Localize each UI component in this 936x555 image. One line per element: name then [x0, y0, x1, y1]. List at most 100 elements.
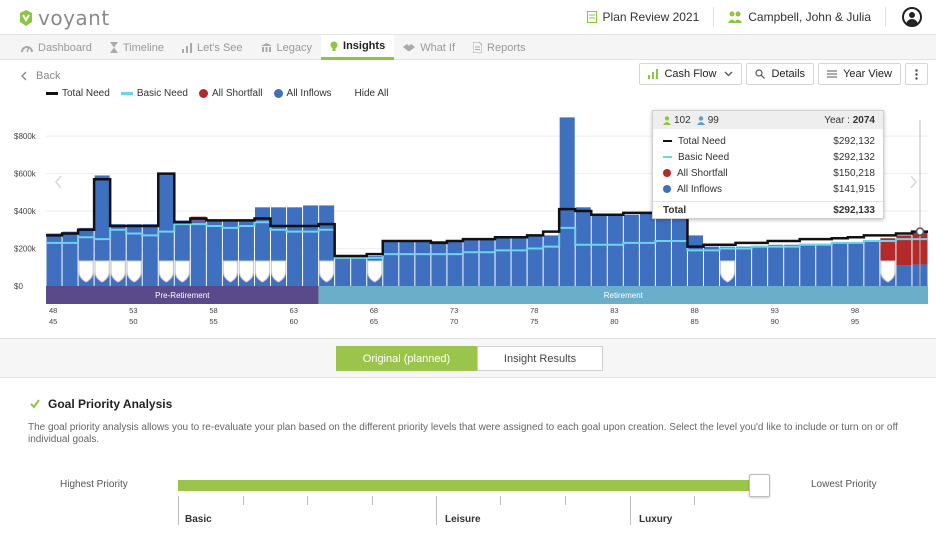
hourglass-icon: [109, 42, 118, 53]
age-label: 73: [450, 306, 458, 315]
bar-inflow: [287, 207, 303, 286]
tab-reports[interactable]: Reports: [464, 35, 535, 60]
bar-chart-icon: [182, 42, 192, 53]
chevron-down-icon: [724, 71, 733, 77]
age-label: 80: [610, 317, 618, 326]
bar-inflow: [447, 241, 463, 286]
tooltip-row: Basic Need $292,132: [653, 149, 883, 165]
more-options-button[interactable]: [905, 63, 928, 85]
bar-inflow: [527, 235, 543, 286]
age-label: 45: [49, 317, 57, 326]
clients-icon: [728, 11, 743, 23]
tier-basic-label: Basic: [185, 514, 212, 525]
tab-legacy[interactable]: Legacy: [252, 35, 321, 60]
goal-shield-icon: [126, 260, 142, 283]
bar-inflow: [736, 246, 752, 286]
y-tick-label: $200k: [14, 245, 37, 254]
original-planned-button[interactable]: Original (planned): [336, 346, 477, 371]
goal-priority-title: Goal Priority Analysis: [30, 397, 172, 411]
back-link[interactable]: Back: [20, 70, 60, 82]
tier-leisure-label: Leisure: [445, 514, 481, 525]
bar-inflow: [94, 175, 110, 286]
plan-name[interactable]: Plan Review 2021: [602, 10, 700, 24]
slider-tick: [694, 496, 695, 505]
legend-basic-need[interactable]: Basic Need: [120, 88, 188, 99]
slider-tick: [243, 496, 244, 505]
slider-tick: [372, 496, 373, 505]
slider-tick: [500, 496, 501, 505]
bar-shortfall: [880, 238, 896, 267]
goal-shield-icon: [158, 260, 174, 283]
goal-shield-icon: [880, 260, 896, 283]
phase-label: Pre-Retirement: [155, 291, 210, 300]
building-icon: [260, 42, 272, 53]
tooltip-row: Total Need $292,132: [653, 133, 883, 149]
details-button[interactable]: Details: [746, 63, 815, 85]
bar-inflow: [158, 173, 174, 286]
selected-point: [915, 227, 925, 236]
chart-tooltip: 102 99 Year : 2074 Total Need $292,132 Ba…: [652, 110, 884, 219]
y-tick-label: $800k: [14, 132, 37, 141]
bar-inflow: [832, 242, 848, 286]
tab-timeline[interactable]: Timeline: [101, 35, 173, 60]
y-tick-label: $400k: [14, 207, 37, 216]
tab-insights[interactable]: Insights: [321, 35, 395, 60]
bar-chart-icon: [648, 69, 659, 79]
tab-what-if[interactable]: What If: [394, 35, 464, 60]
tier-divider: [436, 496, 437, 525]
bar-inflow: [415, 241, 431, 286]
legend-all-inflows[interactable]: All Inflows: [273, 88, 332, 99]
chevron-left-icon: [21, 71, 27, 81]
age-label: 93: [771, 306, 779, 315]
logo[interactable]: voyant: [18, 6, 110, 30]
tab-lets-see[interactable]: Let's See: [173, 35, 252, 60]
tab-dashboard[interactable]: Dashboard: [12, 35, 101, 60]
bar-inflow: [784, 244, 800, 286]
lightbulb-icon: [330, 41, 338, 52]
bar-inflow: [190, 220, 206, 286]
main-tabs: Dashboard Timeline Let's See Legacy Insi…: [0, 35, 936, 60]
document-icon: [473, 42, 483, 53]
bar-inflow: [62, 231, 78, 286]
goal-shield-icon: [78, 260, 94, 283]
user-avatar-icon[interactable]: [902, 7, 922, 27]
bar-shortfall: [896, 235, 912, 266]
bar-inflow: [383, 241, 399, 286]
tooltip-header: 102 99 Year : 2074: [653, 111, 883, 129]
tooltip-total: Total $292,133: [653, 201, 883, 217]
legend-total-need[interactable]: Total Need: [46, 88, 110, 99]
bar-inflow: [543, 235, 559, 286]
goal-priority-description: The goal priority analysis allows you to…: [28, 422, 898, 445]
goal-shield-icon: [222, 260, 238, 283]
goal-shield-icon: [238, 260, 254, 283]
bar-inflow: [800, 243, 816, 286]
bar-inflow: [848, 242, 864, 286]
view-toggle-bar: Original (planned) Insight Results: [0, 338, 936, 378]
cash-flow-dropdown[interactable]: Cash Flow: [639, 63, 743, 85]
age-label: 78: [530, 306, 538, 315]
goal-shield-icon: [367, 260, 383, 283]
bar-inflow: [575, 207, 591, 286]
tooltip-row: All Shortfall $150,218: [653, 165, 883, 181]
bar-inflow: [335, 256, 351, 286]
priority-slider-track[interactable]: [178, 480, 758, 491]
bar-inflow: [687, 235, 703, 286]
client-name[interactable]: Campbell, John & Julia: [748, 10, 871, 24]
age-label: 88: [690, 306, 698, 315]
bar-inflow: [639, 212, 655, 286]
age-label: 48: [49, 306, 57, 315]
hide-all-button[interactable]: Hide All: [354, 88, 389, 99]
chart-toolbar: Cash Flow Details Year View: [635, 63, 928, 85]
bar-inflow: [864, 241, 880, 286]
age-label: 63: [290, 306, 298, 315]
bar-inflow: [46, 233, 62, 286]
insight-results-button[interactable]: Insight Results: [477, 346, 603, 371]
goal-shield-icon: [254, 260, 270, 283]
year-view-button[interactable]: Year View: [818, 63, 901, 85]
legend-all-shortfall[interactable]: All Shortfall: [198, 88, 263, 99]
bar-inflow: [351, 256, 367, 286]
slider-tick: [565, 496, 566, 505]
bar-inflow: [479, 239, 495, 286]
priority-slider-handle[interactable]: [749, 474, 770, 497]
age-label: 90: [771, 317, 779, 326]
